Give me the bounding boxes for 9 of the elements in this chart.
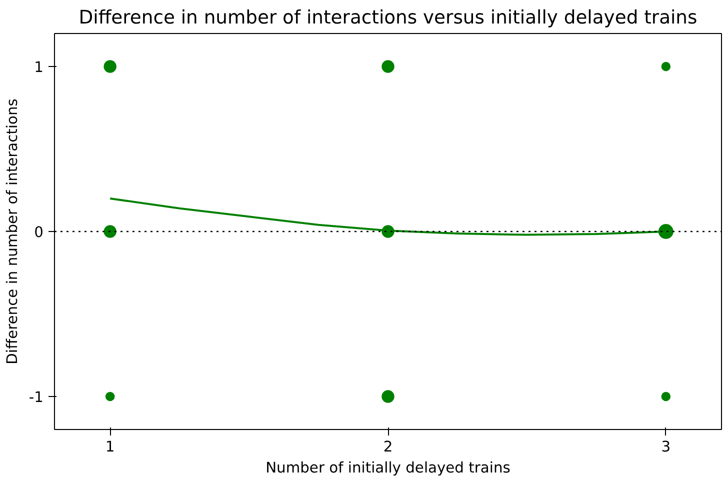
y-tick-label: 1 xyxy=(34,59,44,76)
y-tick-label: -1 xyxy=(28,389,44,406)
y-axis-title: Difference in number of interactions xyxy=(4,98,21,364)
x-tick-label: 1 xyxy=(105,438,115,456)
x-axis-title: Number of initially delayed trains xyxy=(266,460,510,476)
x-tick-label: 2 xyxy=(383,438,393,456)
chart-title: Difference in number of interactions versus initially delayed trains xyxy=(78,8,698,28)
y-tick-label: 0 xyxy=(34,224,44,241)
x-tick-label: 3 xyxy=(661,438,671,456)
